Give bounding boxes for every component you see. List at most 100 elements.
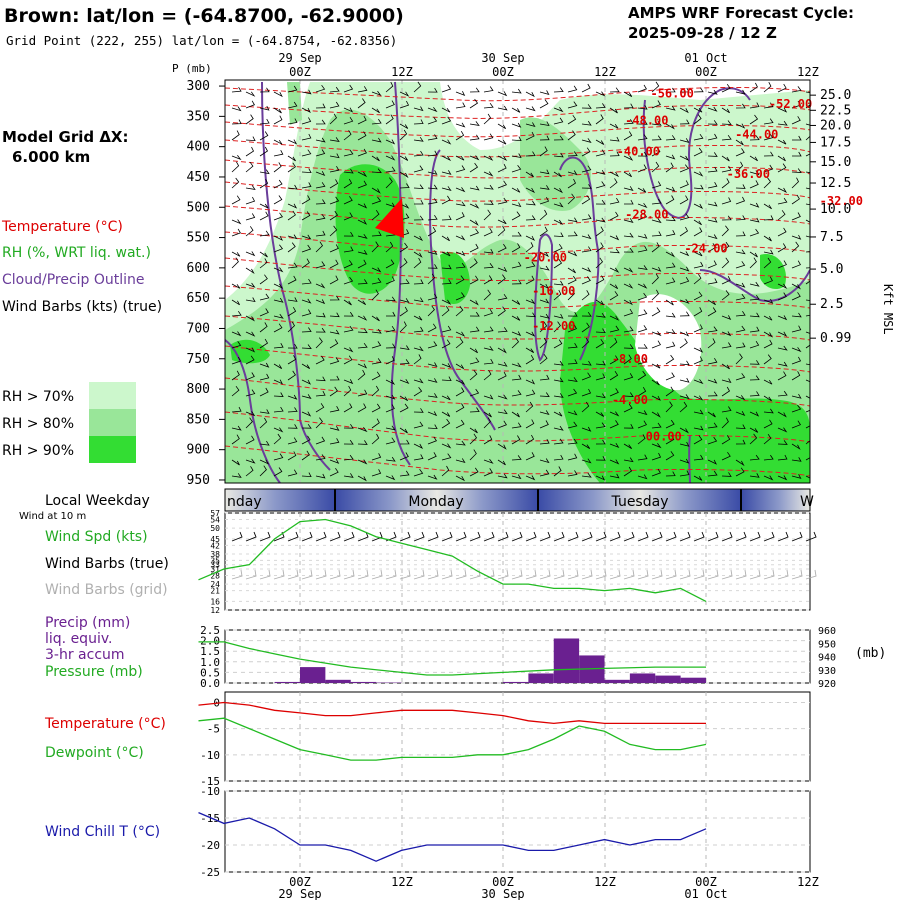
isotherm-label: -44.00	[735, 128, 778, 142]
temp-ytick-label: -5	[207, 723, 220, 736]
wind-ytick-label: 24	[210, 580, 220, 589]
isotherm-label: 00.00	[646, 429, 682, 443]
height-axis: 25.022.520.017.515.012.510.07.55.02.50.9…	[810, 88, 851, 346]
label-wind-true: Wind Barbs (true)	[45, 556, 169, 572]
bottom-date-29sep: 29 Sep	[278, 887, 321, 900]
pressure-ytick-label: 920	[818, 679, 836, 690]
isotherm-label: -20.00	[524, 251, 567, 265]
height-tick-label: 7.5	[820, 230, 843, 245]
weekday-tuesday: Tuesday	[611, 494, 669, 510]
wind-frame	[225, 513, 810, 610]
precip-bar	[630, 673, 655, 683]
isotherm-label: -40.00	[617, 145, 660, 159]
height-tick-label: 17.5	[820, 135, 851, 150]
isotherm-label: -16.00	[532, 284, 575, 298]
precip-bar	[528, 673, 553, 683]
wind-ytick-label: 16	[210, 597, 220, 606]
label-temperature: Temperature (°C)	[44, 716, 166, 732]
windchill-frame	[225, 791, 810, 872]
temperature-panel: 0-5-10-15	[198, 692, 810, 788]
pressure-unit-label: P (mb)	[172, 62, 212, 75]
bottom-date-01oct: 01 Oct	[684, 887, 727, 900]
isotherm-label: -48.00	[625, 114, 668, 128]
bottom-tick-1: 12Z	[391, 875, 413, 889]
isotherm-label: -8.00	[612, 352, 648, 366]
isotherm-label: -12.00	[532, 319, 575, 333]
windchill-ytick-label: -25	[200, 866, 220, 879]
rh70-swatch	[89, 382, 136, 409]
pressure-tick-label: 950	[187, 473, 210, 488]
wind-ytick-label: 12	[210, 606, 220, 615]
rh80-swatch	[89, 409, 136, 436]
bottom-tick-5: 12Z	[797, 875, 819, 889]
pressure-unit: (mb)	[855, 646, 886, 661]
pressure-tick-label: 700	[187, 321, 210, 336]
legend-temperature: Temperature (°C)	[1, 219, 123, 235]
isotherm-label: -4.00	[612, 393, 648, 407]
pressure-tick-label: 500	[187, 200, 210, 215]
pressure-axis: 3003504004505005506006507007508008509009…	[187, 79, 225, 488]
precip-bar	[554, 638, 579, 683]
label-precip-liq: liq. equiv.	[45, 631, 112, 647]
legend-wind-barbs: Wind Barbs (kts) (true)	[2, 299, 162, 315]
pressure-tick-label: 300	[187, 79, 210, 94]
top-tick-0: 00Z	[289, 65, 311, 79]
windchill-panel: -10-15-20-25	[198, 785, 810, 879]
isotherm-label: -52.00	[769, 97, 812, 111]
weekday-subtitle: Wind at 10 m	[19, 511, 86, 522]
top-tick-5: 12Z	[797, 65, 819, 79]
temp-frame	[225, 692, 810, 781]
windchill-ytick-label: -10	[200, 785, 220, 798]
weekday-wednesday: W	[800, 494, 814, 510]
bottom-tick-3: 12Z	[594, 875, 616, 889]
precip-bar	[605, 680, 630, 683]
precip-bar	[300, 667, 325, 683]
label-windchill: Wind Chill T (°C)	[45, 824, 160, 840]
isotherm-label: -36.00	[727, 167, 770, 181]
isotherm-label: -24.00	[684, 241, 727, 255]
top-tick-2: 00Z	[492, 65, 514, 79]
top-tick-1: 12Z	[391, 65, 413, 79]
wind-ytick-label: 38	[210, 550, 220, 559]
pressure-tick-label: 900	[187, 443, 210, 458]
kft-unit-label: Kft MSL	[881, 284, 895, 335]
isotherm-label: -56.00	[650, 86, 693, 100]
height-tick-label: 12.5	[820, 176, 851, 191]
label-precip: Precip (mm)	[45, 615, 130, 631]
pressure-tick-label: 800	[187, 382, 210, 397]
legend-rh: RH (%, WRT liq. wat.)	[2, 245, 151, 261]
precip-bar	[351, 682, 376, 683]
pressure-tick-label: 750	[187, 352, 210, 367]
pressure-tick-label: 650	[187, 291, 210, 306]
legend-cloud: Cloud/Precip Outline	[2, 272, 145, 288]
height-tick-label: 5.0	[820, 262, 843, 277]
wind-ytick-label: 45	[210, 535, 220, 544]
top-date-29sep: 29 Sep	[278, 51, 321, 65]
pressure-tick-label: 550	[187, 231, 210, 246]
precip-bar	[325, 680, 350, 683]
weekday-title: Local Weekday	[45, 493, 150, 509]
rh80-label: RH > 80%	[2, 416, 74, 432]
rh90-swatch	[89, 436, 136, 463]
temp-ytick-label: -10	[200, 749, 220, 762]
height-tick-label: 10.0	[820, 202, 851, 217]
pressure-tick-label: 400	[187, 140, 210, 155]
pressure-ytick-label: 940	[818, 653, 836, 664]
pressure-tick-label: 350	[187, 109, 210, 124]
wind-ytick-label: 57	[210, 509, 220, 518]
top-date-01oct: 01 Oct	[684, 51, 727, 65]
rh90-label: RH > 90%	[2, 443, 74, 459]
top-tick-3: 12Z	[594, 65, 616, 79]
pressure-tick-label: 450	[187, 170, 210, 185]
label-wind-grid: Wind Barbs (grid)	[45, 582, 168, 598]
weekday-sunday: nday	[227, 494, 262, 510]
forecast-cycle-value: 2025-09-28 / 12 Z	[628, 24, 777, 42]
precip-bar	[655, 676, 680, 683]
pressure-ytick-label: 930	[818, 666, 836, 677]
forecast-cycle-label: AMPS WRF Forecast Cycle:	[628, 4, 854, 22]
pressure-tick-label: 850	[187, 412, 210, 427]
precip-ytick-label: 2.5	[200, 624, 220, 637]
